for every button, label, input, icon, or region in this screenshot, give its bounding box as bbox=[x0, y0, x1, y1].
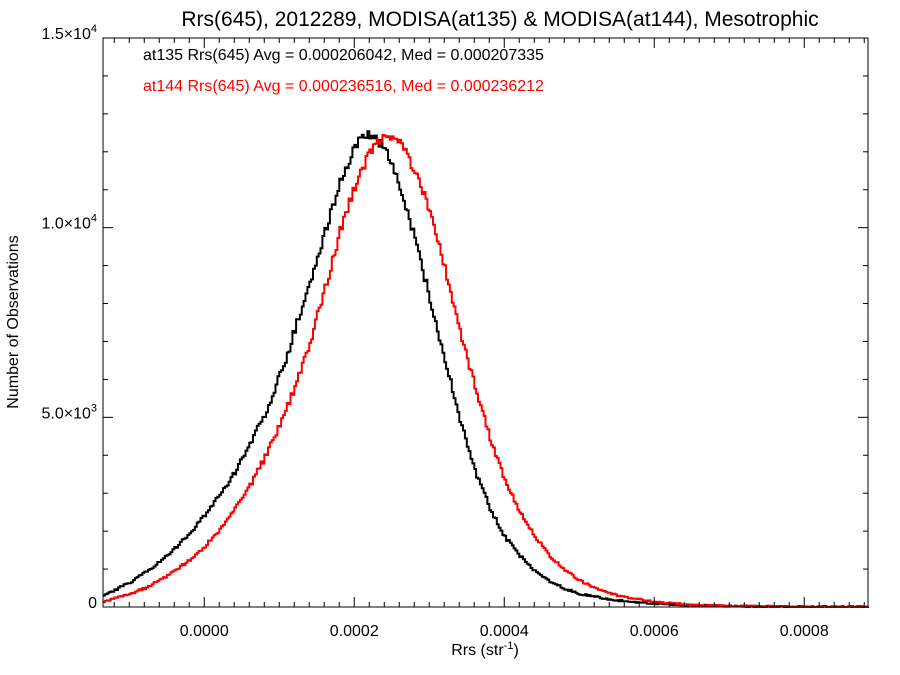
x-axis-label: Rrs (str-1) bbox=[451, 640, 519, 659]
ticks-layer: 0.0000 0.0002 0.0004 0.0006 0.0008 0 5.0×103 1.… bbox=[41, 23, 868, 640]
y-tick-label: 0 bbox=[88, 595, 97, 612]
series-line-1 bbox=[103, 134, 868, 608]
series-line-0 bbox=[103, 130, 869, 608]
x-tick-label: 0.0002 bbox=[330, 623, 379, 640]
annotation-at135: at135 Rrs(645) Avg = 0.000206042, Med = … bbox=[143, 47, 544, 64]
series-layer bbox=[103, 130, 869, 608]
y-tick-label: 5.0×103 bbox=[41, 402, 97, 422]
chart-title: Rrs(645), 2012289, MODISA(at135) & MODIS… bbox=[181, 8, 818, 31]
plot-frame bbox=[102, 37, 869, 608]
y-tick-label: 1.5×104 bbox=[41, 23, 97, 43]
x-tick-label: 0.0004 bbox=[480, 623, 529, 640]
x-tick-label: 0.0000 bbox=[180, 623, 229, 640]
y-axis-label: Number of Observations bbox=[5, 235, 22, 408]
annotation-at144: at144 Rrs(645) Avg = 0.000236516, Med = … bbox=[143, 78, 544, 95]
x-tick-label: 0.0008 bbox=[780, 623, 829, 640]
x-tick-label: 0.0006 bbox=[630, 623, 679, 640]
y-tick-label: 1.0×104 bbox=[41, 213, 97, 233]
